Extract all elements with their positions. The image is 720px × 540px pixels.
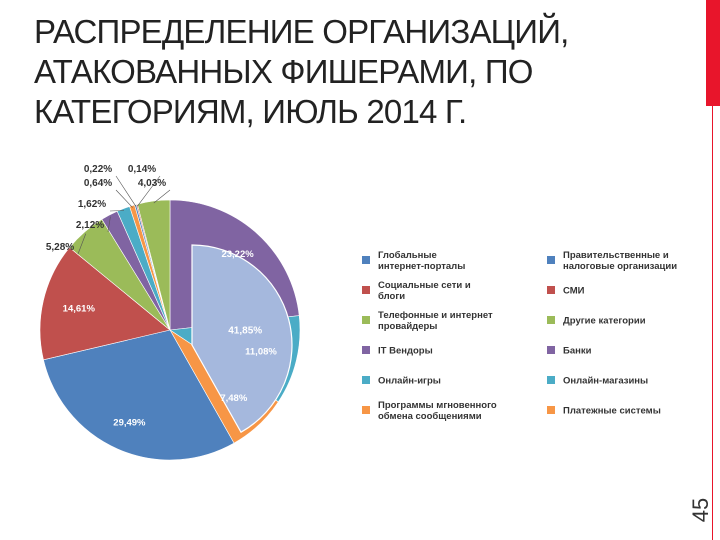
legend-swatch [547, 376, 555, 384]
legend-label: Онлайн-игры [378, 376, 441, 387]
outer-slice-label: 2,12% [76, 220, 104, 231]
leader-line [115, 175, 137, 207]
accent-bar [706, 0, 720, 106]
inner-slice-банки [191, 244, 293, 433]
legend-swatch [547, 286, 555, 294]
outer-slice-label: 5,28% [46, 242, 74, 253]
side-rule [712, 106, 713, 540]
legend-label: Платежные системы [563, 406, 661, 417]
legend-swatch [362, 316, 370, 324]
legend-swatch [362, 256, 370, 264]
slide-title: РАСПРЕДЕЛЕНИЕ ОРГАНИЗАЦИЙ, АТАКОВАННЫХ Ф… [34, 13, 569, 130]
inner-pie: 41,85% [191, 244, 293, 433]
outer-slice-глобальные-интернет-порталы [43, 329, 235, 461]
legend-swatch [547, 346, 555, 354]
legend-swatch [362, 346, 370, 354]
outer-slice-label: 7,48% [220, 393, 247, 404]
outer-slice-label: 0,22% [84, 164, 112, 175]
outer-slice-другие-категории [137, 199, 171, 331]
leader-line [77, 233, 87, 255]
outer-slice-label: 0,64% [84, 178, 112, 189]
outer-slice-label: 4,03% [138, 178, 166, 189]
leader-line [153, 189, 171, 204]
legend-label: Банки [563, 346, 592, 357]
legend-swatch [362, 376, 370, 384]
legend-label: Другие категории [563, 316, 646, 327]
leader-line [107, 216, 111, 233]
legend-swatch [547, 406, 555, 414]
leader-line [109, 210, 125, 212]
legend-swatch [362, 406, 370, 414]
legend-swatch [547, 256, 555, 264]
outer-slice-label: 0,14% [128, 164, 156, 175]
legend-swatch [547, 316, 555, 324]
leader-lines [77, 175, 171, 255]
legend-label: СМИ [563, 286, 585, 297]
outer-slice-label: 1,62% [78, 199, 106, 210]
outer-slice-label: 23,22% [221, 249, 254, 260]
leader-line [137, 175, 161, 207]
legend-label: Программы мгновенного обмена сообщениями [378, 400, 497, 422]
leader-line [115, 189, 133, 208]
legend-label: Глобальные интернет-порталы [378, 250, 465, 272]
outer-slice-label: 14,61% [63, 303, 96, 314]
legend-label: Телефонные и интернет провайдеры [378, 310, 493, 332]
legend-swatch [362, 286, 370, 294]
legend-label: IT Вендоры [378, 346, 433, 357]
slice-labels: 23,22% 11,08% 7,48% 29,49% 14,61% 5,28%2,12% 1… [46, 164, 278, 428]
outer-slice-label: 29,49% [113, 417, 146, 428]
outer-slice-label: 11,08% [245, 347, 277, 358]
outer-slice-социальные-сети-и-блоги [39, 247, 171, 361]
chart-legend: Глобальные интернет-порталы Правительствен… [362, 250, 677, 422]
legend-label: Онлайн-магазины [563, 376, 648, 387]
legend-label: Правительственные и налоговые организации [563, 250, 677, 272]
inner-slice-label: 41,85% [228, 326, 262, 337]
legend-label: Социальные сети и блоги [378, 280, 471, 302]
